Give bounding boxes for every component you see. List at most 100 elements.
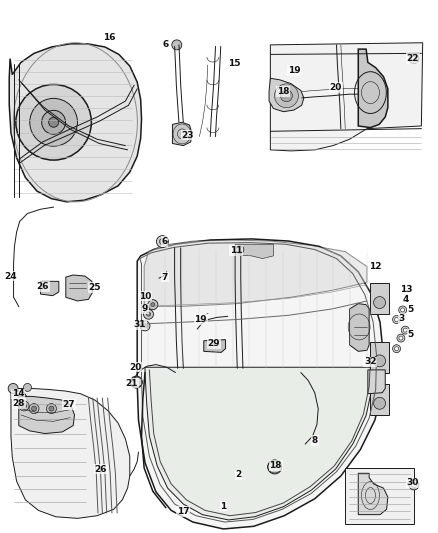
Circle shape: [374, 355, 385, 367]
Text: 12: 12: [368, 262, 381, 271]
Circle shape: [159, 239, 166, 245]
Circle shape: [275, 84, 298, 108]
Circle shape: [140, 321, 150, 331]
Circle shape: [30, 99, 78, 146]
Polygon shape: [270, 43, 423, 151]
Circle shape: [49, 406, 54, 411]
Circle shape: [143, 324, 147, 328]
Circle shape: [29, 403, 39, 414]
Text: 6: 6: [163, 41, 169, 50]
Text: 2: 2: [236, 471, 242, 479]
Text: 27: 27: [63, 400, 75, 409]
Text: 17: 17: [177, 507, 190, 516]
Text: 32: 32: [364, 358, 377, 367]
Circle shape: [146, 312, 151, 316]
Circle shape: [172, 40, 182, 50]
Circle shape: [236, 246, 244, 254]
Text: 19: 19: [194, 315, 207, 324]
Circle shape: [148, 300, 158, 310]
Bar: [345, 468, 414, 523]
Circle shape: [411, 56, 417, 61]
Polygon shape: [204, 340, 226, 352]
Circle shape: [411, 482, 417, 488]
Text: 3: 3: [399, 314, 405, 323]
Text: 13: 13: [400, 285, 413, 294]
Text: 14: 14: [12, 389, 24, 398]
Circle shape: [392, 316, 400, 324]
Polygon shape: [9, 44, 141, 202]
Circle shape: [21, 403, 27, 408]
Text: 19: 19: [287, 66, 300, 75]
Circle shape: [374, 296, 385, 309]
Polygon shape: [144, 240, 367, 306]
Text: 29: 29: [208, 339, 220, 348]
Polygon shape: [66, 275, 93, 301]
Circle shape: [401, 326, 409, 334]
Polygon shape: [11, 389, 130, 519]
Text: 5: 5: [407, 330, 413, 339]
Text: 11: 11: [230, 246, 243, 255]
Circle shape: [280, 90, 293, 102]
Polygon shape: [145, 367, 373, 520]
Polygon shape: [358, 473, 388, 515]
Circle shape: [409, 54, 419, 63]
Circle shape: [395, 318, 399, 321]
Polygon shape: [269, 78, 304, 112]
Text: 18: 18: [277, 87, 290, 96]
Circle shape: [392, 345, 400, 353]
Text: 10: 10: [139, 292, 151, 301]
Circle shape: [144, 309, 153, 319]
Text: 9: 9: [142, 304, 148, 313]
Circle shape: [268, 460, 282, 474]
Circle shape: [399, 306, 406, 314]
Circle shape: [401, 308, 405, 312]
Circle shape: [131, 376, 142, 388]
Bar: [371, 342, 389, 373]
Text: 15: 15: [228, 60, 240, 68]
Text: 23: 23: [181, 131, 194, 140]
Text: 30: 30: [406, 478, 419, 487]
Text: 26: 26: [94, 465, 107, 473]
Polygon shape: [41, 281, 59, 296]
Polygon shape: [358, 49, 388, 127]
Circle shape: [46, 403, 57, 414]
Text: 5: 5: [407, 305, 413, 314]
Circle shape: [409, 480, 419, 490]
Circle shape: [24, 383, 32, 391]
Text: 21: 21: [126, 378, 138, 387]
Bar: [371, 384, 389, 415]
Circle shape: [19, 401, 29, 411]
Polygon shape: [173, 122, 192, 146]
Text: 18: 18: [269, 461, 282, 470]
Text: 7: 7: [162, 272, 168, 281]
Text: 24: 24: [5, 271, 17, 280]
Polygon shape: [350, 304, 369, 351]
Text: 16: 16: [103, 33, 116, 42]
Circle shape: [374, 397, 385, 409]
Text: 20: 20: [129, 363, 141, 372]
Circle shape: [399, 336, 403, 340]
Circle shape: [16, 84, 92, 160]
Circle shape: [156, 236, 168, 247]
Text: 8: 8: [311, 436, 318, 445]
Text: 20: 20: [329, 83, 342, 92]
Text: 6: 6: [162, 237, 168, 246]
Text: 31: 31: [134, 320, 146, 329]
Circle shape: [32, 406, 36, 411]
Polygon shape: [19, 397, 74, 433]
Circle shape: [151, 303, 155, 306]
Circle shape: [8, 383, 18, 393]
Bar: [371, 284, 389, 314]
Text: 25: 25: [89, 283, 101, 292]
Polygon shape: [368, 370, 385, 394]
Text: 1: 1: [220, 502, 226, 511]
Polygon shape: [236, 244, 273, 259]
Circle shape: [42, 110, 66, 134]
Text: 28: 28: [13, 399, 25, 408]
Text: 26: 26: [36, 282, 49, 291]
Text: 4: 4: [403, 295, 410, 304]
Text: 22: 22: [406, 54, 419, 63]
Circle shape: [403, 328, 407, 332]
Polygon shape: [137, 239, 384, 529]
Circle shape: [395, 346, 399, 351]
